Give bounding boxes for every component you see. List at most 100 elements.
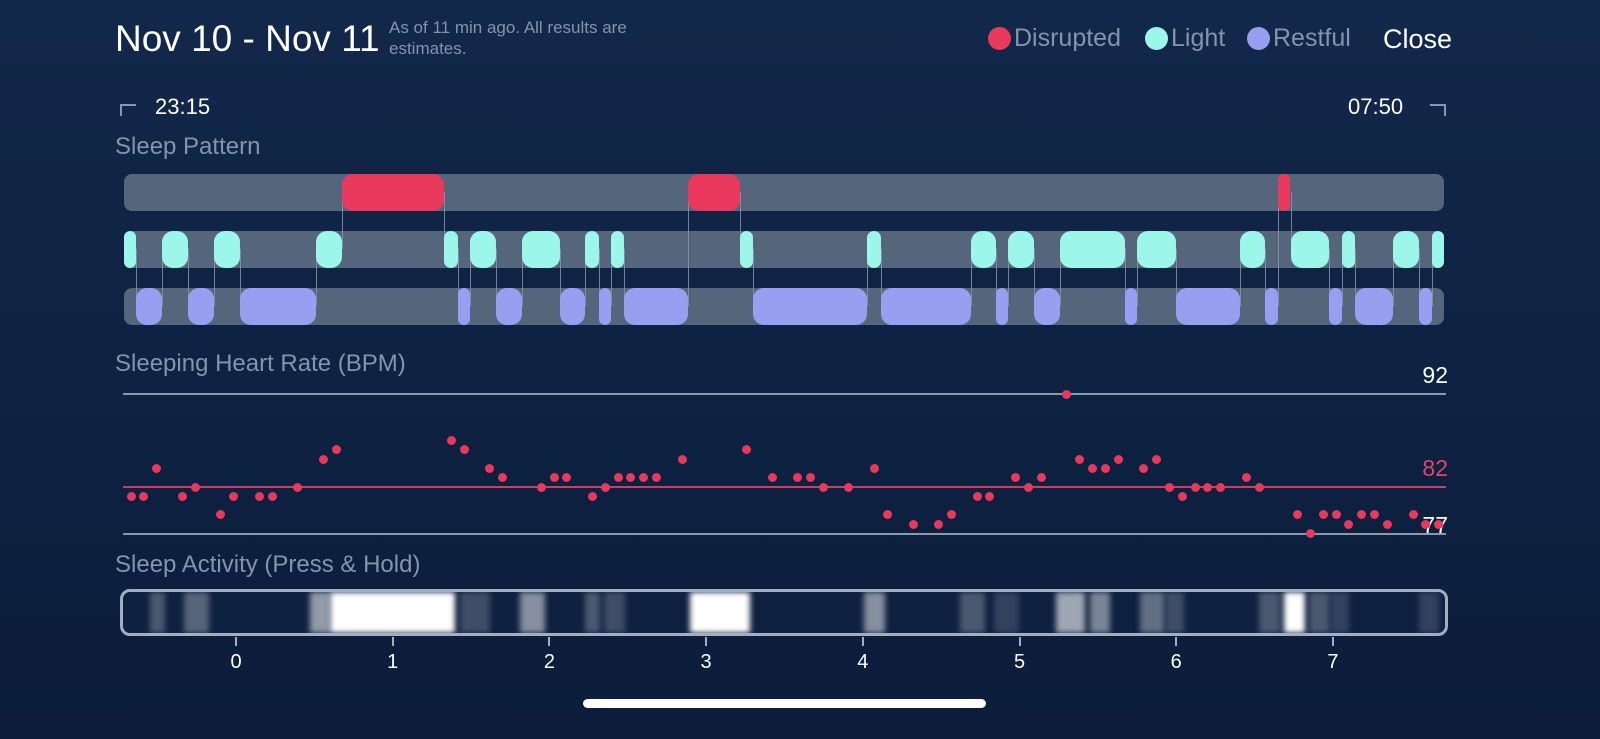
transition-line bbox=[240, 249, 242, 306]
transition-line bbox=[971, 249, 973, 306]
transition-line bbox=[341, 192, 343, 249]
activity-band bbox=[330, 592, 456, 633]
light-segment bbox=[162, 231, 189, 268]
activity-band bbox=[1055, 592, 1086, 633]
heart-rate-point bbox=[293, 482, 303, 492]
light-segment bbox=[610, 231, 624, 268]
heart-rate-point bbox=[152, 463, 162, 473]
light-segment bbox=[469, 231, 496, 268]
transition-line bbox=[1419, 249, 1421, 306]
heart-rate-point bbox=[1382, 519, 1392, 529]
restful-segment bbox=[458, 288, 470, 325]
legend-restful: Restful bbox=[1247, 24, 1351, 53]
heart-rate-point bbox=[1305, 529, 1315, 538]
axis-tick-label: 4 bbox=[857, 651, 869, 673]
heart-rate-point bbox=[844, 482, 854, 492]
heart-rate-point bbox=[1152, 454, 1162, 464]
heart-rate-point bbox=[267, 491, 277, 501]
sleep-activity-label: Sleep Activity (Press & Hold) bbox=[115, 551, 421, 578]
light-segment bbox=[1291, 231, 1329, 268]
axis-tick-label: 6 bbox=[1170, 651, 1182, 673]
transition-line bbox=[1059, 249, 1061, 306]
transition-line bbox=[739, 192, 741, 249]
light-segment bbox=[214, 231, 241, 268]
light-segment bbox=[316, 231, 342, 268]
transition-line bbox=[1291, 192, 1293, 249]
axis-tick bbox=[1175, 637, 1178, 646]
heart-rate-point bbox=[1408, 510, 1418, 520]
light-segment bbox=[1059, 231, 1125, 268]
axis-tick bbox=[391, 637, 394, 646]
end-bracket-icon bbox=[1430, 104, 1446, 116]
transition-line bbox=[1137, 249, 1139, 306]
close-button[interactable]: Close bbox=[1383, 24, 1453, 54]
transition-line bbox=[316, 249, 318, 306]
heart-rate-point bbox=[1023, 482, 1033, 492]
light-segment bbox=[443, 231, 459, 268]
heart-rate-point bbox=[793, 473, 803, 483]
restful-segment bbox=[1124, 288, 1138, 325]
sleep-pattern-label: Sleep Pattern bbox=[115, 133, 261, 160]
end-time: 07:50 bbox=[1348, 94, 1404, 119]
heart-rate-point bbox=[1164, 482, 1174, 492]
heart-rate-point bbox=[1318, 510, 1328, 520]
transition-line bbox=[495, 249, 497, 306]
axis-tick bbox=[235, 637, 237, 646]
restful-segment bbox=[599, 288, 611, 325]
activity-band bbox=[184, 592, 210, 633]
transition-line bbox=[560, 249, 562, 306]
transition-line bbox=[599, 249, 601, 306]
transition-line bbox=[1393, 249, 1395, 306]
heart-rate-point bbox=[805, 473, 815, 483]
start-bracket-icon bbox=[120, 104, 136, 116]
heart-rate-point bbox=[331, 445, 341, 455]
transition-line bbox=[995, 249, 997, 306]
transition-line bbox=[469, 249, 471, 306]
heart-rate-point bbox=[190, 482, 200, 492]
heart-rate-point bbox=[1036, 473, 1046, 483]
light-row bbox=[124, 231, 1444, 268]
activity-band bbox=[149, 592, 166, 633]
transition-line bbox=[1176, 249, 1178, 306]
light-segment bbox=[867, 231, 881, 268]
transition-line bbox=[1278, 192, 1280, 306]
activity-band bbox=[1165, 592, 1185, 633]
restful-segment bbox=[1328, 288, 1342, 325]
transition-line bbox=[162, 249, 164, 306]
light-segment bbox=[123, 231, 137, 268]
axis-tick bbox=[705, 637, 708, 646]
transition-line bbox=[1034, 249, 1036, 306]
heart-rate-point bbox=[1254, 482, 1264, 492]
activity-band bbox=[309, 592, 330, 633]
legend-disrupted: Disrupted bbox=[988, 24, 1121, 53]
heart-rate-point bbox=[1434, 519, 1444, 529]
transition-line bbox=[443, 192, 445, 249]
heart-rate-point bbox=[1241, 473, 1251, 483]
light-segment bbox=[1432, 231, 1444, 268]
activity-band bbox=[959, 592, 986, 633]
transition-line bbox=[458, 249, 460, 306]
heart-rate-point bbox=[1216, 482, 1226, 492]
axis-tick-label: 7 bbox=[1327, 651, 1339, 673]
heart-rate-point bbox=[652, 473, 662, 483]
home-indicator[interactable] bbox=[583, 699, 986, 708]
heart-rate-point bbox=[882, 510, 892, 520]
disrupted-dot-icon bbox=[988, 27, 1011, 50]
activity-band bbox=[864, 592, 885, 633]
light-segment bbox=[1008, 231, 1035, 268]
activity-band bbox=[690, 592, 750, 633]
heart-rate-point bbox=[1113, 454, 1123, 464]
heart-rate-point bbox=[741, 445, 751, 455]
sleep-activity-bar[interactable] bbox=[120, 589, 1448, 636]
restful-segment bbox=[240, 288, 317, 325]
axis-tick bbox=[1018, 637, 1021, 646]
legend-label: Restful bbox=[1273, 24, 1351, 52]
heart-rate-point bbox=[1088, 463, 1097, 473]
heart-rate-point bbox=[139, 491, 149, 501]
heart-rate-point bbox=[216, 510, 226, 520]
restful-segment bbox=[1419, 288, 1433, 325]
transition-line bbox=[188, 249, 190, 306]
heart-rate-point bbox=[1190, 482, 1200, 492]
disrupted-segment bbox=[1278, 174, 1290, 211]
light-segment bbox=[1341, 231, 1355, 268]
